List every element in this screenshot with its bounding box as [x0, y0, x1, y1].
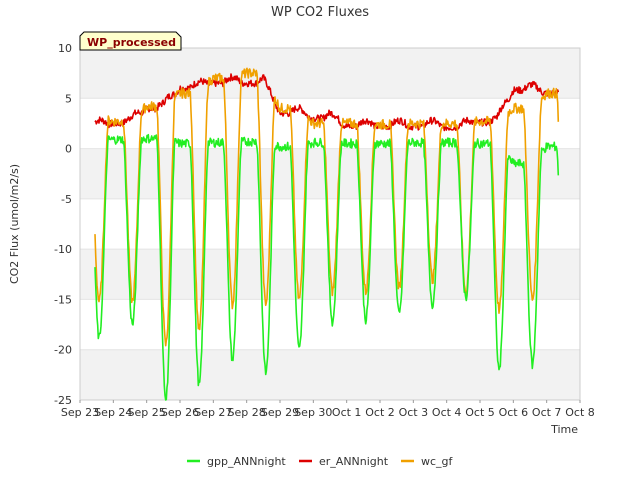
legend: gpp_ANNnight er_ANNnight wc_gf — [187, 455, 454, 468]
x-tick-label: Sep 27 — [194, 406, 232, 419]
x-tick-label: Sep 26 — [161, 406, 199, 419]
x-tick-label: Oct 6 — [499, 406, 529, 419]
y-tick-labels: -25 -20 -15 -10 -5 0 5 10 — [54, 42, 72, 407]
badge-label: WP_processed — [87, 36, 176, 49]
x-tick-label: Oct 7 — [532, 406, 562, 419]
series-line-wc_gf — [94, 67, 560, 347]
background-bands — [80, 48, 580, 400]
y-tick-label: -5 — [61, 193, 72, 206]
series-line-gpp_ANNnight — [94, 133, 560, 401]
y-axis-label: CO2 Flux (umol/m2/s) — [8, 164, 21, 284]
plot-frame — [79, 47, 581, 401]
x-tick-label: Sep 24 — [94, 406, 132, 419]
y-tick-label: -25 — [54, 394, 72, 407]
x-tick-label: Oct 4 — [432, 406, 462, 419]
x-tick-label: Oct 2 — [365, 406, 395, 419]
legend-label-gpp_ANNnight: gpp_ANNnight — [207, 455, 286, 468]
x-tick-label: Oct 5 — [465, 406, 495, 419]
y-tick-label: 10 — [58, 42, 72, 55]
x-tick-label: Sep 30 — [294, 406, 332, 419]
x-tick-label: Sep 29 — [261, 406, 299, 419]
series-layer — [94, 67, 560, 401]
x-tick-label: Sep 28 — [228, 406, 266, 419]
x-axis-label: Time — [550, 423, 578, 436]
x-tick-label: Oct 3 — [399, 406, 429, 419]
x-tick-label: Oct 8 — [565, 406, 595, 419]
x-tick-label: Oct 1 — [332, 406, 362, 419]
legend-label-er_ANNnight: er_ANNnight — [319, 455, 389, 468]
y-tick-label: -15 — [54, 293, 72, 306]
y-tick-label: -20 — [54, 344, 72, 357]
band — [80, 148, 580, 199]
y-tick-label: 5 — [65, 92, 72, 105]
legend-label-wc_gf: wc_gf — [421, 455, 454, 468]
badge-box — [79, 31, 182, 51]
band — [80, 349, 580, 400]
x-tick-label: Sep 25 — [128, 406, 166, 419]
y-tick-label: -10 — [54, 243, 72, 256]
x-tick-label: Sep 23 — [61, 406, 99, 419]
processed-badge: WP_processed — [79, 31, 182, 51]
chart-title: WP CO2 Fluxes — [271, 5, 369, 20]
y-tick-label: 0 — [65, 143, 72, 156]
band — [80, 48, 580, 99]
